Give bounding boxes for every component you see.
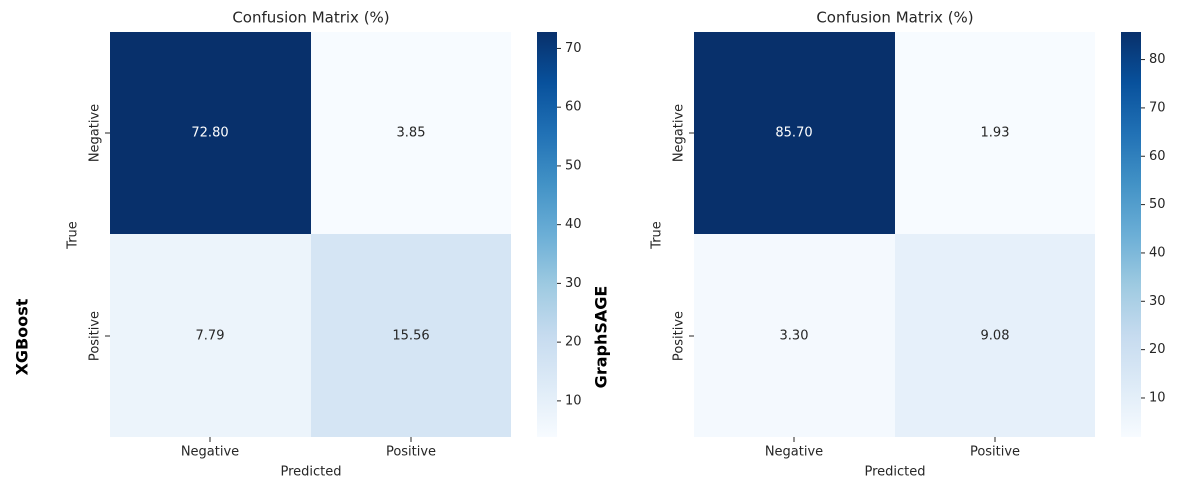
cell-value-label: 85.70 — [775, 126, 812, 141]
colorbar-ticks: 10 20 30 40 50 60 70 80 — [1141, 52, 1166, 405]
heatmap-cell — [694, 234, 895, 437]
panel-graphsage: GraphSAGE Confusion Matrix (%) True Pred… — [592, 9, 1166, 480]
colorbar-tick-label: 50 — [565, 158, 582, 173]
y-tick-label: Positive — [88, 311, 103, 361]
colorbar-tick-label: 30 — [565, 276, 582, 291]
colorbar-tick-label: 60 — [1149, 149, 1166, 164]
x-axis-label: Predicted — [280, 465, 341, 480]
heatmap-cell — [110, 32, 311, 234]
colorbar-tick-label: 10 — [565, 393, 582, 408]
heatmap-cell — [311, 32, 511, 234]
y-tick-label: Positive — [672, 311, 687, 361]
y-axis-label: True — [650, 221, 665, 250]
colorbar-tick-label: 60 — [565, 100, 582, 115]
chart-title: Confusion Matrix (%) — [232, 9, 389, 27]
cell-value-label: 3.30 — [780, 329, 809, 344]
colorbar-tick-label: 70 — [1149, 100, 1166, 115]
panel-xgboost: XGBoost Confusion Matrix (%) True Predic… — [13, 9, 582, 480]
cell-value-label: 7.79 — [196, 329, 225, 344]
y-tick-label: Negative — [88, 104, 103, 162]
colorbar-tick-label: 70 — [565, 41, 582, 56]
colorbar-tick-label: 20 — [1149, 342, 1166, 357]
model-label-xgboost: XGBoost — [13, 298, 32, 375]
colorbar-tick-label: 20 — [565, 335, 582, 350]
cell-value-label: 15.56 — [392, 329, 429, 344]
colorbar-tick-label: 50 — [1149, 197, 1166, 212]
chart-title: Confusion Matrix (%) — [816, 9, 973, 27]
x-tick-label: Positive — [386, 445, 436, 460]
colorbar-tick-label: 40 — [565, 217, 582, 232]
colorbar — [537, 32, 557, 437]
cell-value-label: 3.85 — [397, 126, 426, 141]
cell-value-label: 72.80 — [191, 126, 228, 141]
model-label-graphsage: GraphSAGE — [592, 286, 611, 389]
heatmap-cell — [694, 32, 895, 234]
colorbar-tick-label: 40 — [1149, 245, 1166, 260]
x-tick-label: Negative — [765, 445, 823, 460]
cell-value-label: 1.93 — [981, 126, 1010, 141]
colorbar-tick-label: 30 — [1149, 294, 1166, 309]
y-axis-label: True — [66, 221, 81, 250]
heatmap-cell — [895, 234, 1095, 437]
x-tick-label: Negative — [181, 445, 239, 460]
heatmap-cell — [895, 32, 1095, 234]
heatmap-cell — [311, 234, 511, 437]
y-tick-label: Negative — [672, 104, 687, 162]
colorbar-tick-label: 10 — [1149, 390, 1166, 405]
colorbar-tick-label: 80 — [1149, 52, 1166, 67]
colorbar-ticks: 10 20 30 40 50 60 70 — [557, 41, 582, 408]
colorbar — [1121, 32, 1141, 437]
x-axis-label: Predicted — [864, 465, 925, 480]
x-tick-label: Positive — [970, 445, 1020, 460]
cell-value-label: 9.08 — [981, 329, 1010, 344]
heatmap-cell — [110, 234, 311, 437]
